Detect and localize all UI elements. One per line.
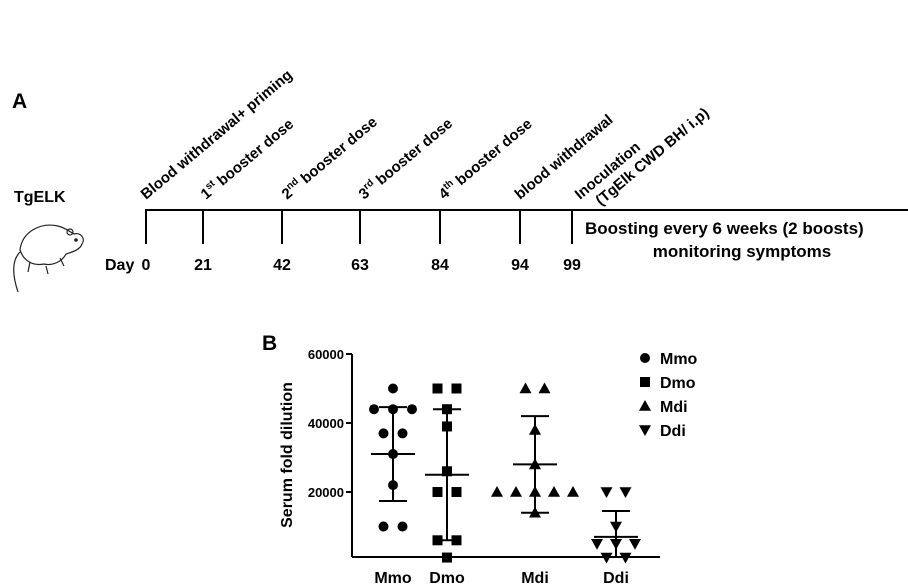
day-value: 0 <box>142 257 151 274</box>
point <box>432 383 443 394</box>
point <box>369 404 379 415</box>
panel-label: A <box>12 90 27 113</box>
point <box>519 382 532 394</box>
legend-marker <box>640 353 650 363</box>
point <box>432 487 443 497</box>
x-tick-label: Ddi <box>603 570 629 587</box>
point <box>567 486 579 497</box>
event-label: Inoculation(TgElk CWD BH/ i.p) <box>572 105 713 210</box>
point <box>619 487 632 498</box>
subject-label: TgELK <box>14 189 66 206</box>
point <box>397 428 408 439</box>
point <box>451 487 462 497</box>
point <box>491 486 503 497</box>
point <box>538 382 551 394</box>
day-value: 21 <box>194 257 212 274</box>
point <box>510 486 522 497</box>
x-tick-label: Dmo <box>429 570 465 587</box>
legend-marker <box>639 400 651 411</box>
day-value: 42 <box>273 257 291 274</box>
point <box>378 428 389 439</box>
legend-marker <box>640 377 650 387</box>
y-tick-label: 60000 <box>308 347 344 362</box>
day-value: 99 <box>563 257 581 274</box>
day-value: 94 <box>511 257 529 274</box>
point <box>600 487 613 498</box>
day-value: 63 <box>351 257 369 274</box>
point <box>600 552 613 564</box>
x-tick-label: Mmo <box>374 570 412 587</box>
point <box>629 538 641 550</box>
note: Boosting every 6 weeks (2 boosts) <box>585 219 864 238</box>
legend-label: Mmo <box>660 351 698 368</box>
point <box>442 552 452 563</box>
y-tick-label: 20000 <box>308 485 344 500</box>
point <box>397 521 408 532</box>
mouse-icon <box>13 224 84 293</box>
day-value: 84 <box>431 257 449 274</box>
legend-label: Mdi <box>660 399 688 416</box>
point <box>451 383 462 394</box>
point <box>378 521 389 532</box>
point <box>591 538 603 550</box>
day-label: Day <box>105 257 134 274</box>
y-tick-label: 40000 <box>308 416 344 431</box>
point <box>388 383 398 394</box>
point <box>619 552 632 564</box>
point <box>548 486 560 497</box>
point <box>407 404 417 415</box>
y-axis-label: Serum fold dilution <box>279 382 296 528</box>
panel-label: B <box>262 332 277 355</box>
legend-marker <box>639 425 651 436</box>
legend-label: Dmo <box>660 375 696 392</box>
x-tick-label: Mdi <box>521 570 549 587</box>
legend-label: Ddi <box>660 423 686 440</box>
event-text: booster dose <box>370 115 456 191</box>
note: monitoring symptoms <box>653 242 832 261</box>
